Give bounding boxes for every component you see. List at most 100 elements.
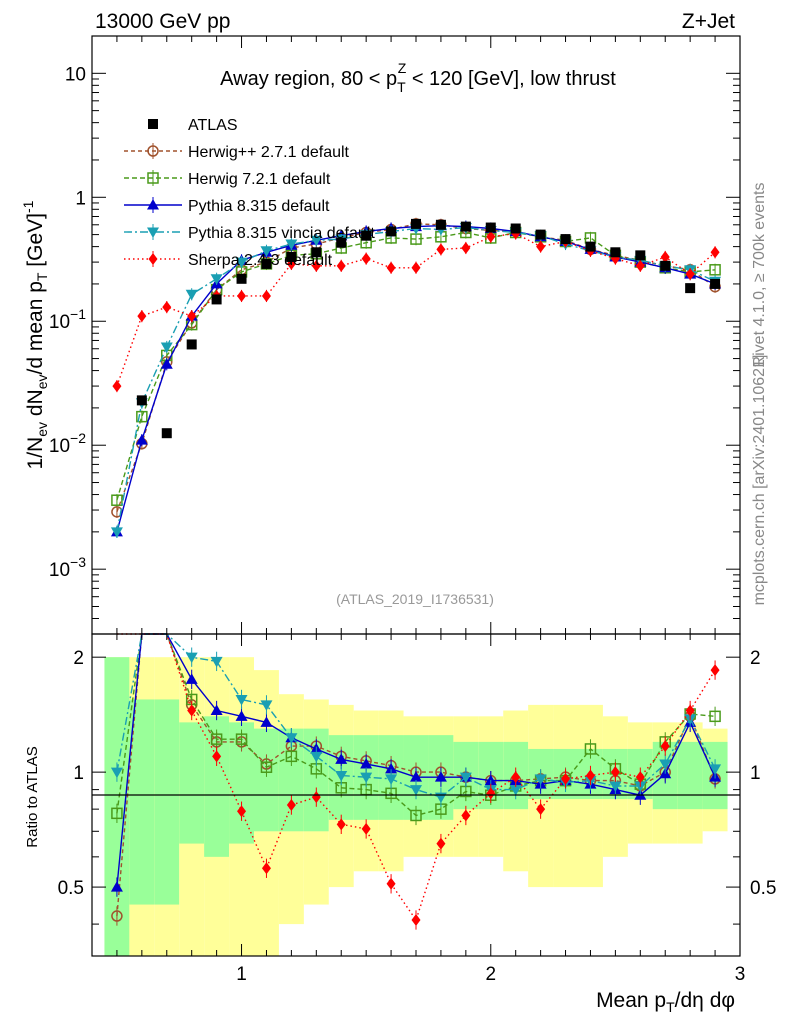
main-point <box>386 261 396 274</box>
ratio-point <box>609 781 622 792</box>
ratio-point <box>311 791 321 804</box>
main-point <box>160 342 173 353</box>
main-point <box>111 494 123 506</box>
legend-marker <box>147 227 159 238</box>
legend-label: Herwig++ 2.7.1 default <box>188 144 350 161</box>
ratio-point <box>212 750 222 763</box>
data-point <box>535 229 546 240</box>
data-point <box>660 260 671 271</box>
y-tick-label: 10−3 <box>49 554 86 581</box>
ratio-point <box>237 805 247 818</box>
data-point <box>136 395 147 406</box>
ratio-point <box>210 733 223 745</box>
ratio-point <box>235 710 248 721</box>
ratio-point <box>584 743 597 755</box>
ratio-point <box>285 750 298 763</box>
ratio-point <box>260 761 273 773</box>
ratio-point <box>534 774 547 785</box>
ratio-point <box>210 656 223 668</box>
legend-label: Pythia 8.315 default <box>188 198 330 215</box>
ratio-y-tick-label: 2 <box>73 648 84 669</box>
main-point <box>210 274 223 285</box>
ratio-point <box>111 807 123 820</box>
data-point <box>336 237 347 248</box>
ratio-point <box>235 733 248 745</box>
ratio-point <box>509 785 522 796</box>
ratio-point <box>110 767 123 779</box>
legend-label: Pythia 8.315 vincia default <box>188 225 375 242</box>
ratio-point <box>484 774 497 786</box>
ratio-point <box>434 771 447 782</box>
main-point <box>110 527 123 538</box>
main-point <box>112 380 122 393</box>
data-point <box>261 258 272 269</box>
main-point <box>187 310 197 323</box>
ratio-point <box>335 770 348 782</box>
data-point <box>361 230 372 241</box>
ratio-band-inner <box>179 722 205 844</box>
ratio-point <box>360 772 373 784</box>
data-point <box>211 294 222 305</box>
main-point <box>685 268 695 281</box>
header-channel: Z+Jet <box>682 10 735 33</box>
ratio-point <box>635 771 645 784</box>
legend-marker <box>147 199 159 210</box>
rivet-version-label: Rivet 4.1.0, ≥ 700k events <box>751 183 768 368</box>
main-point <box>260 246 273 257</box>
main-point <box>137 310 147 323</box>
analysis-watermark: (ATLAS_2019_I1736531) <box>336 591 494 607</box>
main-point <box>162 301 172 314</box>
main-point <box>261 289 271 302</box>
ratio-y-tick-label-right: 0.5 <box>750 878 776 899</box>
y-tick-label: 10 <box>65 64 86 85</box>
ratio-point <box>335 753 348 764</box>
ratio-point <box>459 772 472 784</box>
ratio-y-tick-label: 0.5 <box>58 878 84 899</box>
y-tick-label: 1 <box>75 188 86 209</box>
legend: ATLAS Herwig++ 2.7.1 default Herwig 7.2.1 … <box>124 117 375 269</box>
x-tick-label: 1 <box>236 964 247 985</box>
ratio-point <box>260 716 273 727</box>
y-tick-label: 10−1 <box>49 306 86 333</box>
ratio-point <box>585 769 595 782</box>
ratio-point <box>386 877 396 890</box>
ratio-point <box>410 785 422 796</box>
ratio-point <box>187 704 197 717</box>
main-point <box>635 259 645 272</box>
ratio-y-axis-label: Ratio to ATLAS <box>24 746 41 847</box>
main-point <box>411 261 421 274</box>
data-point <box>161 428 172 439</box>
ratio-point <box>511 771 521 784</box>
ratio-point <box>210 704 223 716</box>
main-point <box>336 259 346 272</box>
main-point <box>135 434 148 445</box>
data-point <box>685 283 696 294</box>
mcplots-label: mcplots.cern.ch [arXiv:2401.10621] <box>751 355 768 606</box>
main-series-group <box>110 217 722 538</box>
ratio-point <box>185 652 198 664</box>
main-point <box>185 289 198 301</box>
y-axis-label: 1/Nev dNev/d mean pT [GeV]-1 <box>20 200 50 469</box>
main-point <box>160 358 173 369</box>
ratio-series-group <box>110 633 722 930</box>
ratio-point <box>310 751 323 763</box>
ratio-band-inner <box>254 728 279 832</box>
legend-marker <box>147 145 159 157</box>
main-point <box>709 264 721 276</box>
main-point <box>235 257 248 269</box>
data-point <box>710 278 721 289</box>
ratio-point <box>709 764 722 775</box>
ratio-band-inner <box>129 699 155 905</box>
data-point <box>311 247 322 258</box>
x-axis-label: Mean pT/dη dφ <box>596 989 735 1015</box>
main-point <box>285 239 298 250</box>
ratio-point <box>286 799 296 812</box>
main-point <box>486 230 496 243</box>
main-point <box>136 410 148 423</box>
data-point <box>485 222 496 233</box>
data-point <box>411 218 421 229</box>
data-point <box>186 339 197 350</box>
ratio-point <box>710 664 720 677</box>
ratio-y-tick-label-right: 1 <box>750 763 761 784</box>
